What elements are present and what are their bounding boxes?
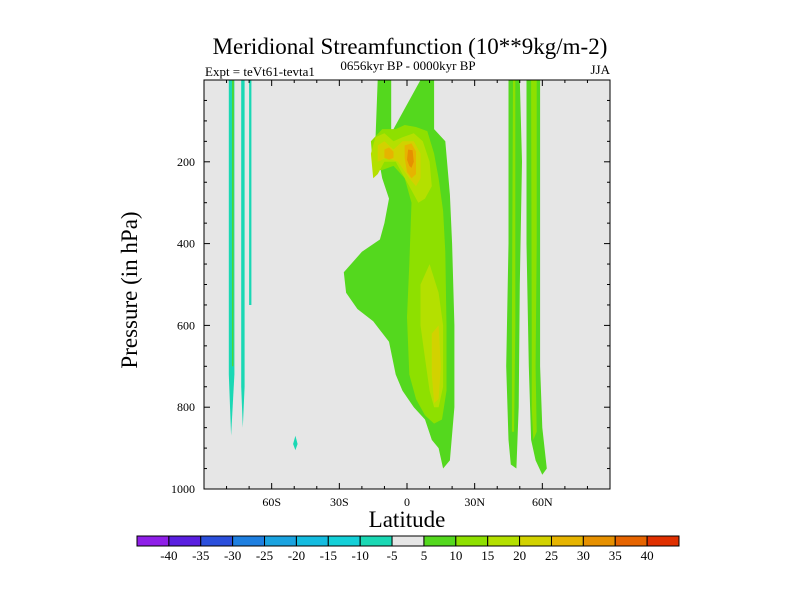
- y-tick-label: 200: [177, 155, 195, 169]
- chart-title: Meridional Streamfunction (10**9kg/m-2): [213, 34, 608, 59]
- colorbar-label: -40: [160, 548, 177, 563]
- colorbar-label: 30: [577, 548, 590, 563]
- colorbar-swatch: [295, 535, 329, 547]
- x-tick-label: 60N: [532, 495, 553, 509]
- region-20-lower: [431, 325, 441, 404]
- colorbar-label: -5: [387, 548, 398, 563]
- colorbar-swatch: [327, 535, 361, 547]
- colorbar-label: -10: [352, 548, 369, 563]
- y-tick-label: 1000: [171, 482, 195, 496]
- x-axis: 60S 30S 0 30N 60N: [203, 80, 611, 509]
- colorbar-swatch: [487, 535, 521, 547]
- colorbar: -40 -35 -30 -25 -20 -15 -10 -5 5 10 15 20 25 30 35 40: [136, 535, 680, 563]
- y-axis-label: Pressure (in hPa): [117, 211, 142, 368]
- region-10-nh-b: [531, 80, 537, 440]
- x-tick-label: 0: [404, 495, 410, 509]
- colorbar-label: 15: [481, 548, 494, 563]
- colorbar-label: -25: [256, 548, 273, 563]
- colorbar-swatch: [359, 535, 393, 547]
- colorbar-swatch: [264, 535, 297, 547]
- colorbar-swatch: [646, 535, 680, 547]
- colorbar-swatch: [614, 535, 648, 547]
- colorbar-swatch: [136, 535, 170, 547]
- colorbar-label: -20: [288, 548, 305, 563]
- contour-regions: [228, 80, 547, 475]
- colorbar-label: 40: [641, 548, 654, 563]
- x-axis-label: Latitude: [369, 507, 446, 532]
- region-neg-sh-c: [249, 80, 252, 305]
- colorbar-swatch: [423, 535, 457, 547]
- y-tick-label: 800: [177, 400, 195, 414]
- region-30-b: [407, 149, 414, 168]
- colorbar-label: -15: [320, 548, 337, 563]
- colorbar-swatch: [519, 535, 552, 547]
- colorbar-label: 5: [421, 548, 428, 563]
- experiment-label: Expt = teVt61-tevta1: [205, 64, 315, 79]
- colorbar-label: 20: [513, 548, 526, 563]
- colorbar-label: 25: [545, 548, 558, 563]
- x-tick-label: 30N: [464, 495, 485, 509]
- colorbar-swatch: [232, 535, 266, 547]
- chart-subtitle: 0656kyr BP - 0000kyr BP: [340, 58, 475, 73]
- colorbar-label: -30: [224, 548, 241, 563]
- region-10-nh-a: [511, 80, 516, 432]
- x-tick-label: 60S: [262, 495, 281, 509]
- season-label: JJA: [590, 62, 610, 77]
- colorbar-swatch: [550, 535, 584, 547]
- colorbar-swatch: [582, 535, 616, 547]
- region-neg-sh-b: [241, 80, 245, 428]
- colorbar-swatch: [455, 535, 489, 547]
- region-pos-sh-a: [232, 80, 234, 367]
- y-axis: 200 400 600 800 1000: [171, 79, 610, 496]
- colorbar-label: -35: [192, 548, 209, 563]
- x-tick-label: 30S: [330, 495, 349, 509]
- colorbar-swatch: [168, 535, 202, 547]
- colorbar-swatch: [391, 535, 425, 547]
- colorbar-swatch: [200, 535, 234, 547]
- y-tick-label: 600: [177, 318, 195, 332]
- region-25-a: [384, 147, 394, 160]
- colorbar-label: 10: [449, 548, 462, 563]
- colorbar-label: 35: [609, 548, 622, 563]
- y-tick-label: 400: [177, 237, 195, 251]
- region-neg-dot: [293, 435, 298, 451]
